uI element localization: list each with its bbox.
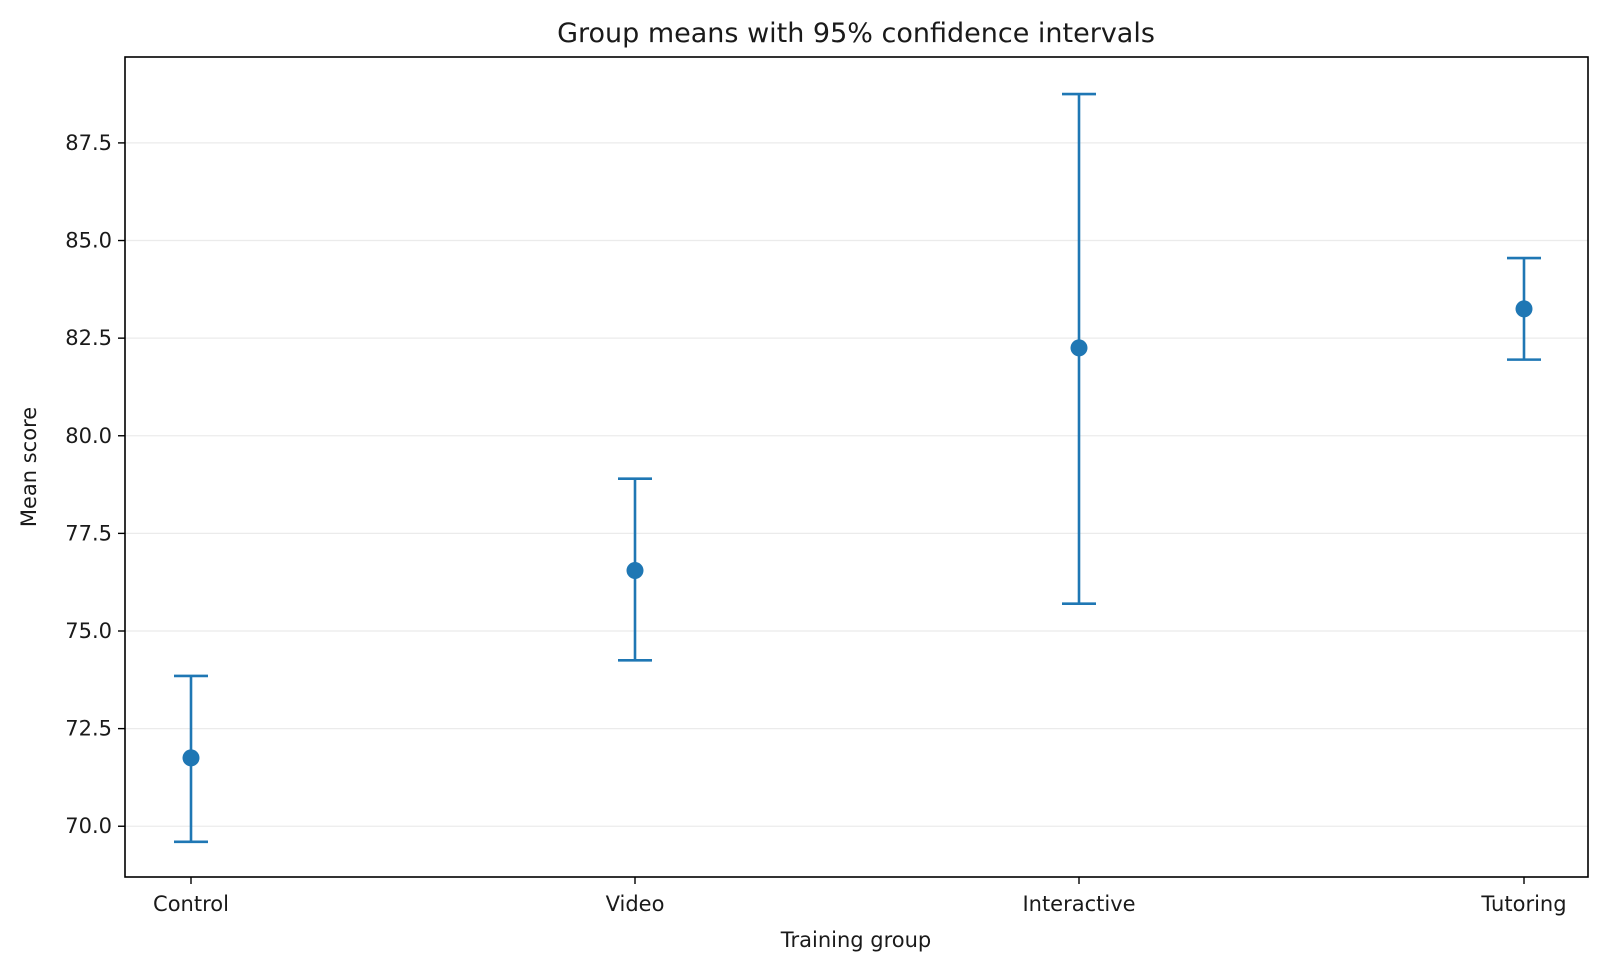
x-tick-label: Control [153, 892, 229, 916]
y-axis-label: Mean score [17, 407, 41, 527]
x-axis-ticks: Control Video Interactive Tutoring [153, 877, 1567, 916]
mean-point [1515, 300, 1533, 318]
y-tick-label: 72.5 [65, 717, 112, 741]
y-tick-label: 82.5 [65, 326, 112, 350]
x-tick-label: Tutoring [1480, 892, 1566, 916]
mean-point [626, 561, 644, 579]
x-axis-label: Training group [780, 928, 932, 952]
y-tick-label: 87.5 [65, 131, 112, 155]
chart-title: Group means with 95% confidence interval… [557, 18, 1155, 49]
plot-frame [124, 56, 1589, 878]
errorbar-group [1507, 256, 1541, 361]
y-tick-label: 70.0 [65, 814, 112, 838]
errorbar-group [1062, 92, 1096, 605]
x-tick-label: Video [606, 892, 665, 916]
y-axis-ticks: 70.0 72.5 75.0 77.5 80.0 82.5 85.0 87.5 [65, 131, 125, 838]
errorbar-group [174, 674, 208, 844]
y-tick-label: 80.0 [65, 424, 112, 448]
y-tick-label: 85.0 [65, 229, 112, 253]
y-tick-label: 75.0 [65, 619, 112, 643]
mean-point [182, 749, 200, 767]
y-tick-label: 77.5 [65, 521, 112, 545]
errorbar-group [618, 477, 652, 662]
data-layer [174, 92, 1541, 844]
mean-point [1070, 339, 1088, 357]
gridlines [125, 142, 1588, 827]
x-tick-label: Interactive [1022, 892, 1135, 916]
